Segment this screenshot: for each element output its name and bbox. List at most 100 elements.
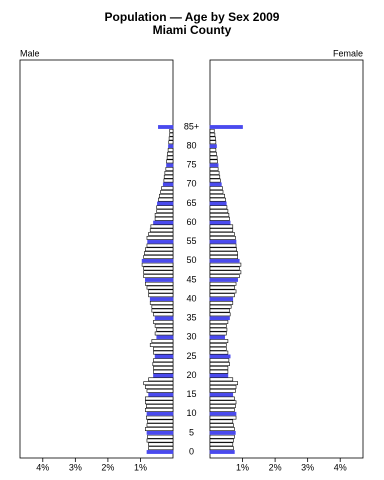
bar xyxy=(147,434,174,439)
bar xyxy=(209,415,237,420)
age-label: 55 xyxy=(186,236,196,246)
x-tick-label: 3% xyxy=(301,462,314,472)
x-tick-label: 1% xyxy=(134,462,147,472)
bar xyxy=(153,220,174,225)
bar xyxy=(209,128,215,133)
bar xyxy=(156,327,174,332)
bar xyxy=(209,151,217,156)
bar xyxy=(145,427,174,431)
bar xyxy=(167,151,174,156)
bar xyxy=(209,163,219,168)
age-label: 60 xyxy=(186,217,196,227)
bar xyxy=(209,377,234,382)
bar xyxy=(209,408,235,412)
bar xyxy=(209,262,242,267)
chart-subtitle: Miami County xyxy=(153,23,232,37)
bar xyxy=(156,335,174,340)
bar xyxy=(209,365,229,370)
bar xyxy=(169,128,174,133)
bar xyxy=(209,434,235,439)
bar xyxy=(146,235,174,240)
bar xyxy=(209,354,231,359)
bar xyxy=(209,216,230,221)
bar xyxy=(145,400,174,405)
bar xyxy=(209,140,217,145)
bar xyxy=(154,354,174,359)
bar xyxy=(153,312,174,317)
bar xyxy=(162,182,174,187)
bar xyxy=(209,362,230,366)
bar xyxy=(146,404,174,409)
bar xyxy=(163,178,174,183)
bar xyxy=(209,170,220,175)
bar xyxy=(149,343,174,347)
bar xyxy=(209,285,235,290)
bar xyxy=(209,392,234,397)
bar xyxy=(168,140,174,145)
bar xyxy=(145,278,174,282)
bar xyxy=(209,411,237,416)
bar xyxy=(158,125,174,129)
bar xyxy=(165,167,174,171)
bar xyxy=(160,190,174,194)
bar xyxy=(209,350,229,355)
bar xyxy=(146,243,174,248)
bar xyxy=(209,159,218,164)
bar xyxy=(148,232,174,236)
bar xyxy=(209,274,240,279)
bar xyxy=(146,388,174,393)
age-label: 70 xyxy=(186,179,196,189)
bar xyxy=(154,213,174,217)
age-label: 65 xyxy=(186,198,196,208)
bar xyxy=(209,213,230,217)
bar xyxy=(209,400,237,405)
bar xyxy=(209,343,227,347)
bar xyxy=(209,327,228,332)
bar xyxy=(209,174,221,179)
bar xyxy=(141,262,174,267)
bar xyxy=(158,197,174,202)
bar xyxy=(209,427,235,431)
age-label: 20 xyxy=(186,370,196,380)
bar xyxy=(209,255,238,259)
bar xyxy=(143,255,174,259)
bar xyxy=(209,312,231,317)
bar xyxy=(159,193,174,198)
bar xyxy=(209,243,237,248)
bar xyxy=(148,377,174,382)
panel-label: Male xyxy=(20,48,40,58)
bar xyxy=(153,350,174,355)
age-label: 75 xyxy=(186,160,196,170)
bar xyxy=(209,419,234,424)
x-tick-label: 2% xyxy=(269,462,282,472)
bar xyxy=(209,438,234,443)
bar xyxy=(209,220,231,225)
bar xyxy=(209,144,217,149)
bar xyxy=(209,442,234,447)
bar xyxy=(209,232,235,236)
age-label: 25 xyxy=(186,351,196,361)
bar xyxy=(150,224,174,229)
x-tick-label: 2% xyxy=(101,462,114,472)
bar xyxy=(209,258,240,263)
bar xyxy=(153,369,174,374)
bar xyxy=(141,258,174,263)
x-tick-label: 4% xyxy=(36,462,49,472)
bar xyxy=(209,297,234,301)
bar xyxy=(166,155,174,160)
x-tick-label: 1% xyxy=(236,462,249,472)
bar xyxy=(209,136,216,141)
bar xyxy=(169,132,174,137)
bar xyxy=(209,396,235,401)
bar xyxy=(147,239,174,244)
bar xyxy=(144,251,174,256)
bar xyxy=(209,316,230,321)
bar xyxy=(148,392,174,397)
bar xyxy=(148,446,174,451)
bar xyxy=(154,323,174,328)
bar xyxy=(147,419,174,424)
bar xyxy=(153,358,174,363)
bar xyxy=(154,316,174,321)
bar xyxy=(153,320,174,324)
x-tick-label: 3% xyxy=(69,462,82,472)
